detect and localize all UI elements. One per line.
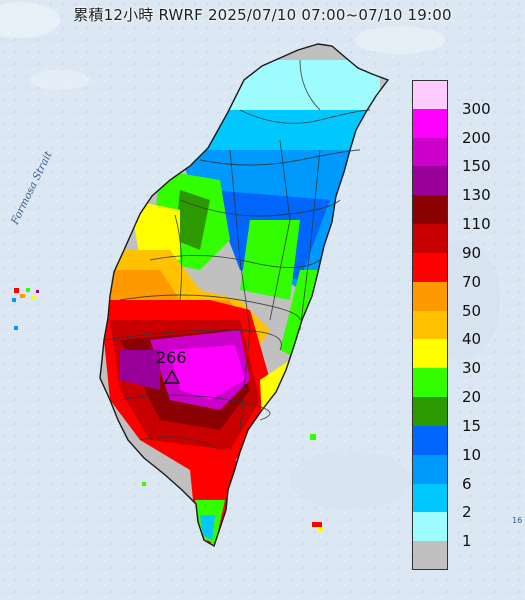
triangle-icon: [164, 370, 180, 384]
legend-row: 40: [412, 310, 522, 347]
legend-label: 90: [462, 243, 482, 262]
legend-label: 130: [462, 186, 491, 205]
legend-label: 110: [462, 215, 491, 234]
edge-label: 16: [512, 516, 523, 525]
legend-row: 15: [412, 397, 522, 433]
legend-row: 10: [412, 425, 522, 462]
legend-swatch: [412, 108, 448, 138]
legend-label: 300: [462, 99, 491, 118]
legend-swatch: [412, 454, 448, 484]
legend-label: 10: [462, 445, 482, 464]
legend-label: 200: [462, 128, 491, 147]
legend-label: 30: [462, 359, 482, 378]
legend-row: 90: [412, 224, 522, 260]
legend-swatch: [412, 368, 448, 398]
legend-row: 6: [412, 454, 522, 491]
legend-label: 1: [462, 532, 472, 551]
legend-row: 130: [412, 166, 522, 203]
legend-swatch: [412, 425, 448, 455]
map-title: 累積12小時 RWRF 2025/07/10 07:00~07/10 19:00: [73, 6, 452, 24]
peak-rainfall-value: 266: [156, 348, 187, 367]
legend-row: 2: [412, 483, 522, 520]
legend-swatch: [412, 310, 448, 340]
legend-swatch: [412, 195, 448, 225]
legend-swatch: [412, 512, 448, 542]
county-boundaries: [104, 59, 371, 451]
legend-label: 70: [462, 272, 482, 291]
legend-swatch: [412, 281, 448, 311]
legend-swatch: [412, 483, 448, 513]
legend-row: [412, 541, 522, 570]
legend-swatch: [412, 80, 448, 109]
legend-row: 150: [412, 137, 522, 174]
legend-row: 1: [412, 512, 522, 549]
legend-swatch: [412, 397, 448, 426]
legend-swatch: [412, 137, 448, 167]
legend-label: 150: [462, 157, 491, 176]
legend-label: 40: [462, 330, 482, 349]
legend-swatch: [412, 252, 448, 282]
legend-swatch: [412, 339, 448, 369]
legend-row: 200: [412, 108, 522, 145]
legend-row: 110: [412, 195, 522, 232]
legend-label: 15: [462, 416, 482, 435]
legend-label: 20: [462, 388, 482, 407]
legend-swatch: [412, 224, 448, 253]
legend-row: 300: [412, 80, 522, 116]
offshore-echoes: [12, 288, 324, 531]
legend-row: 30: [412, 339, 522, 376]
legend-label: 2: [462, 503, 472, 522]
legend-label: 50: [462, 301, 482, 320]
rainfall-legend: 300 200 150 130 110 90 70 50 40 30 20 15 10 6 2 1: [412, 80, 522, 570]
legend-row: 70: [412, 252, 522, 289]
legend-row: 50: [412, 281, 522, 318]
legend-label: 6: [462, 474, 472, 493]
legend-swatch: [412, 166, 448, 196]
legend-swatch: [412, 541, 448, 570]
legend-row: 20: [412, 368, 522, 405]
